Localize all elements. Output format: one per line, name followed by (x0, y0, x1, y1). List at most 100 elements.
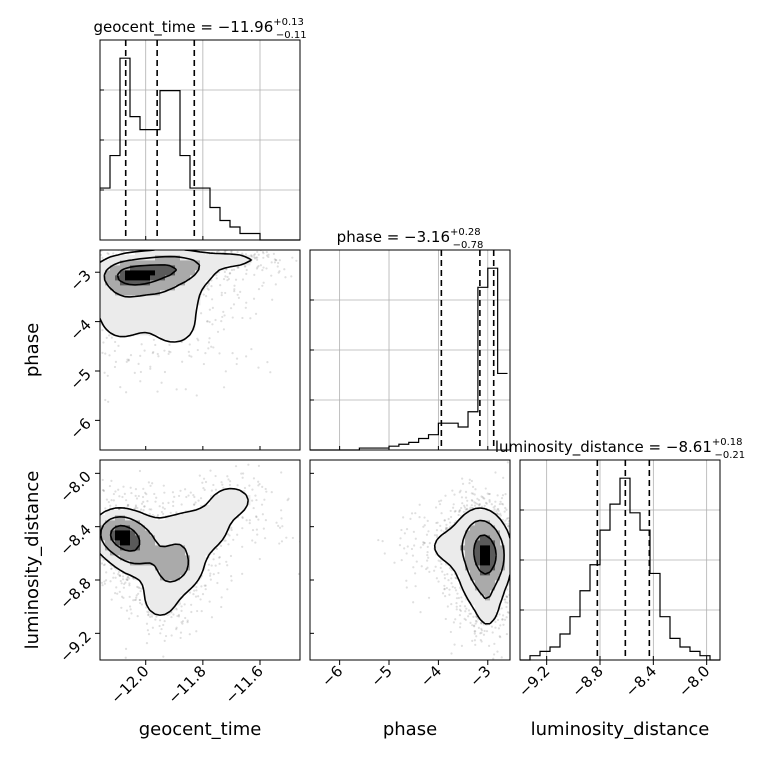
scatter-point (96, 307, 98, 309)
density-cell (195, 265, 201, 271)
scatter-point (438, 500, 441, 503)
density-cell (125, 570, 131, 576)
scatter-point (513, 544, 515, 546)
scatter-point (133, 507, 136, 510)
scatter-point (209, 469, 212, 472)
density-cell (155, 305, 161, 311)
scatter-point (283, 268, 286, 271)
scatter-point (96, 336, 98, 338)
density-cell (145, 325, 151, 331)
density-cell (165, 250, 171, 256)
density-cell (105, 260, 111, 266)
density-cell (120, 265, 126, 271)
scatter-point (133, 245, 135, 247)
density-cell (185, 530, 191, 536)
density-cell (115, 320, 121, 326)
scatter-point (162, 623, 165, 627)
density-cell (140, 270, 146, 276)
scatter-point (252, 506, 255, 510)
scatter-point (133, 220, 135, 222)
scatter-point (241, 516, 244, 520)
density-cell (210, 265, 216, 271)
density-cell (115, 255, 121, 261)
density-cell (140, 265, 146, 271)
scatter-point (158, 619, 162, 622)
scatter-point (286, 499, 289, 502)
scatter-point (261, 269, 264, 272)
contour-lines (100, 487, 249, 616)
density-cell (150, 260, 156, 266)
scatter-point (503, 510, 506, 513)
scatter-point (500, 502, 503, 505)
scatter-point (230, 250, 233, 254)
scatter-point (96, 270, 98, 272)
scatter-point (65, 526, 67, 528)
density-cell (170, 535, 176, 541)
scatter-point (94, 558, 96, 560)
density-cell (150, 305, 156, 311)
scatter-point (463, 506, 467, 509)
density-cell (185, 310, 191, 316)
scatter-point (158, 505, 161, 508)
scatter-point (148, 508, 151, 511)
scatter-point (419, 611, 422, 614)
scatter-point (128, 582, 131, 585)
scatter-point (205, 295, 208, 298)
scatter-point (207, 288, 210, 291)
density-cell (120, 260, 126, 266)
density-cell (220, 525, 226, 531)
scatter-point (290, 275, 293, 278)
density-cell (200, 545, 206, 551)
scatter-point (92, 550, 94, 552)
density-cell (150, 595, 156, 601)
density-cell (175, 585, 181, 591)
scatter-point (84, 516, 86, 518)
scatter-point (59, 295, 61, 297)
density-cell (105, 555, 111, 561)
scatter-point (114, 576, 117, 579)
density-cell (150, 600, 156, 606)
scatter-point (140, 502, 144, 505)
scatter-point (488, 499, 491, 502)
scatter-point (126, 503, 129, 507)
density-cell (185, 320, 191, 326)
density-cell (140, 545, 146, 551)
scatter-point (211, 247, 213, 249)
scatter-point (118, 495, 121, 498)
scatter-point (159, 632, 162, 635)
scatter-point (215, 243, 217, 245)
scatter-point (285, 536, 288, 539)
density-cell (160, 585, 166, 591)
scatter-point (180, 605, 183, 608)
scatter-point (435, 528, 439, 532)
scatter-point (102, 563, 106, 567)
scatter-point (464, 490, 468, 493)
scatter-point (516, 513, 518, 515)
scatter-point (252, 477, 256, 480)
scatter-point (161, 502, 165, 505)
scatter-point (134, 494, 137, 497)
density-cell (165, 330, 171, 336)
scatter-point (169, 511, 172, 514)
scatter-point (522, 533, 524, 535)
scatter-point (521, 538, 523, 540)
scatter-point (80, 257, 82, 259)
scatter-point (207, 244, 209, 246)
scatter-point (495, 510, 498, 513)
scatter-point (188, 343, 191, 346)
density-cell (120, 255, 126, 261)
density-cell (175, 325, 181, 331)
scatter-point (226, 533, 230, 536)
density-cell (125, 285, 131, 291)
density-cell (175, 595, 181, 601)
scatter-point (250, 254, 253, 257)
scatter-point (95, 533, 97, 535)
scatter-point (175, 628, 178, 631)
density-cell (140, 565, 146, 571)
density-cell (150, 530, 156, 536)
density-cell (185, 295, 191, 301)
density-cell (215, 255, 221, 261)
hist-frame (519, 459, 721, 661)
scatter-point (87, 336, 89, 338)
hist-panel-geocent-time (99, 39, 301, 241)
